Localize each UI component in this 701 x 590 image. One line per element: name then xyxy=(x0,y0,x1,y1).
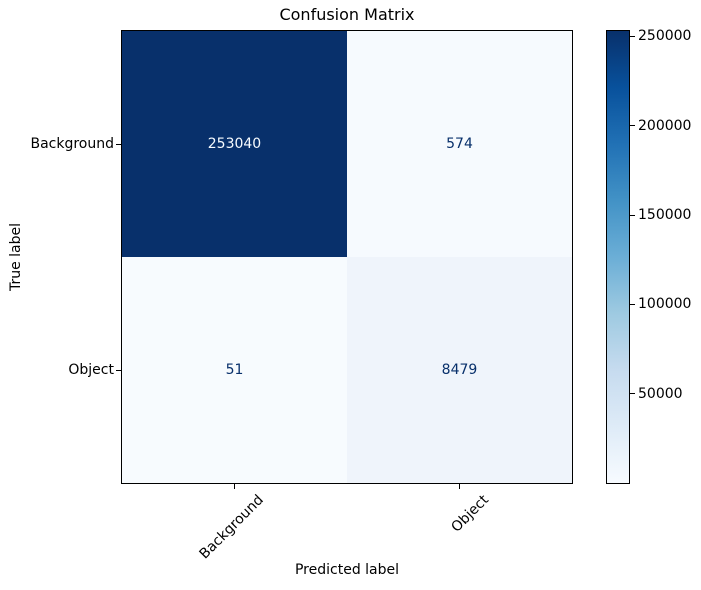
colorbar-tick-mark xyxy=(630,393,635,395)
x-tick-label-background: Background xyxy=(196,492,268,563)
x-tick-mark xyxy=(234,484,235,489)
colorbar-tick-label: 200000 xyxy=(638,117,692,134)
matrix-cell-true-background-pred-object: 574 xyxy=(347,31,572,257)
y-axis-label: True label xyxy=(8,222,24,292)
x-tick-mark xyxy=(459,484,460,489)
colorbar-tick-label: 150000 xyxy=(638,207,692,224)
colorbar-tick-mark xyxy=(630,125,635,127)
chart-title: Confusion Matrix xyxy=(279,5,415,24)
colorbar-tick-label: 250000 xyxy=(638,28,692,45)
y-tick-mark xyxy=(116,144,121,145)
y-tick-label-object: Object xyxy=(68,362,114,378)
y-tick-label-background: Background xyxy=(30,136,114,152)
x-tick-label-object: Object xyxy=(448,492,493,536)
colorbar-tick-mark xyxy=(630,35,635,37)
colorbar-tick-mark xyxy=(630,303,635,305)
matrix-cell-true-object-pred-background: 51 xyxy=(122,257,347,483)
matrix-cell-true-background-pred-background: 253040 xyxy=(122,31,347,257)
colorbar-tick-mark xyxy=(630,214,635,216)
colorbar-gradient xyxy=(607,31,629,483)
x-axis-label: Predicted label xyxy=(294,562,400,578)
y-tick-mark xyxy=(116,370,121,371)
matrix-cell-true-object-pred-object: 8479 xyxy=(347,257,572,483)
colorbar xyxy=(606,30,630,484)
colorbar-tick-label: 100000 xyxy=(638,296,692,313)
heatmap-grid: 253040 574 51 8479 xyxy=(121,30,573,484)
colorbar-tick-label: 50000 xyxy=(638,385,683,402)
